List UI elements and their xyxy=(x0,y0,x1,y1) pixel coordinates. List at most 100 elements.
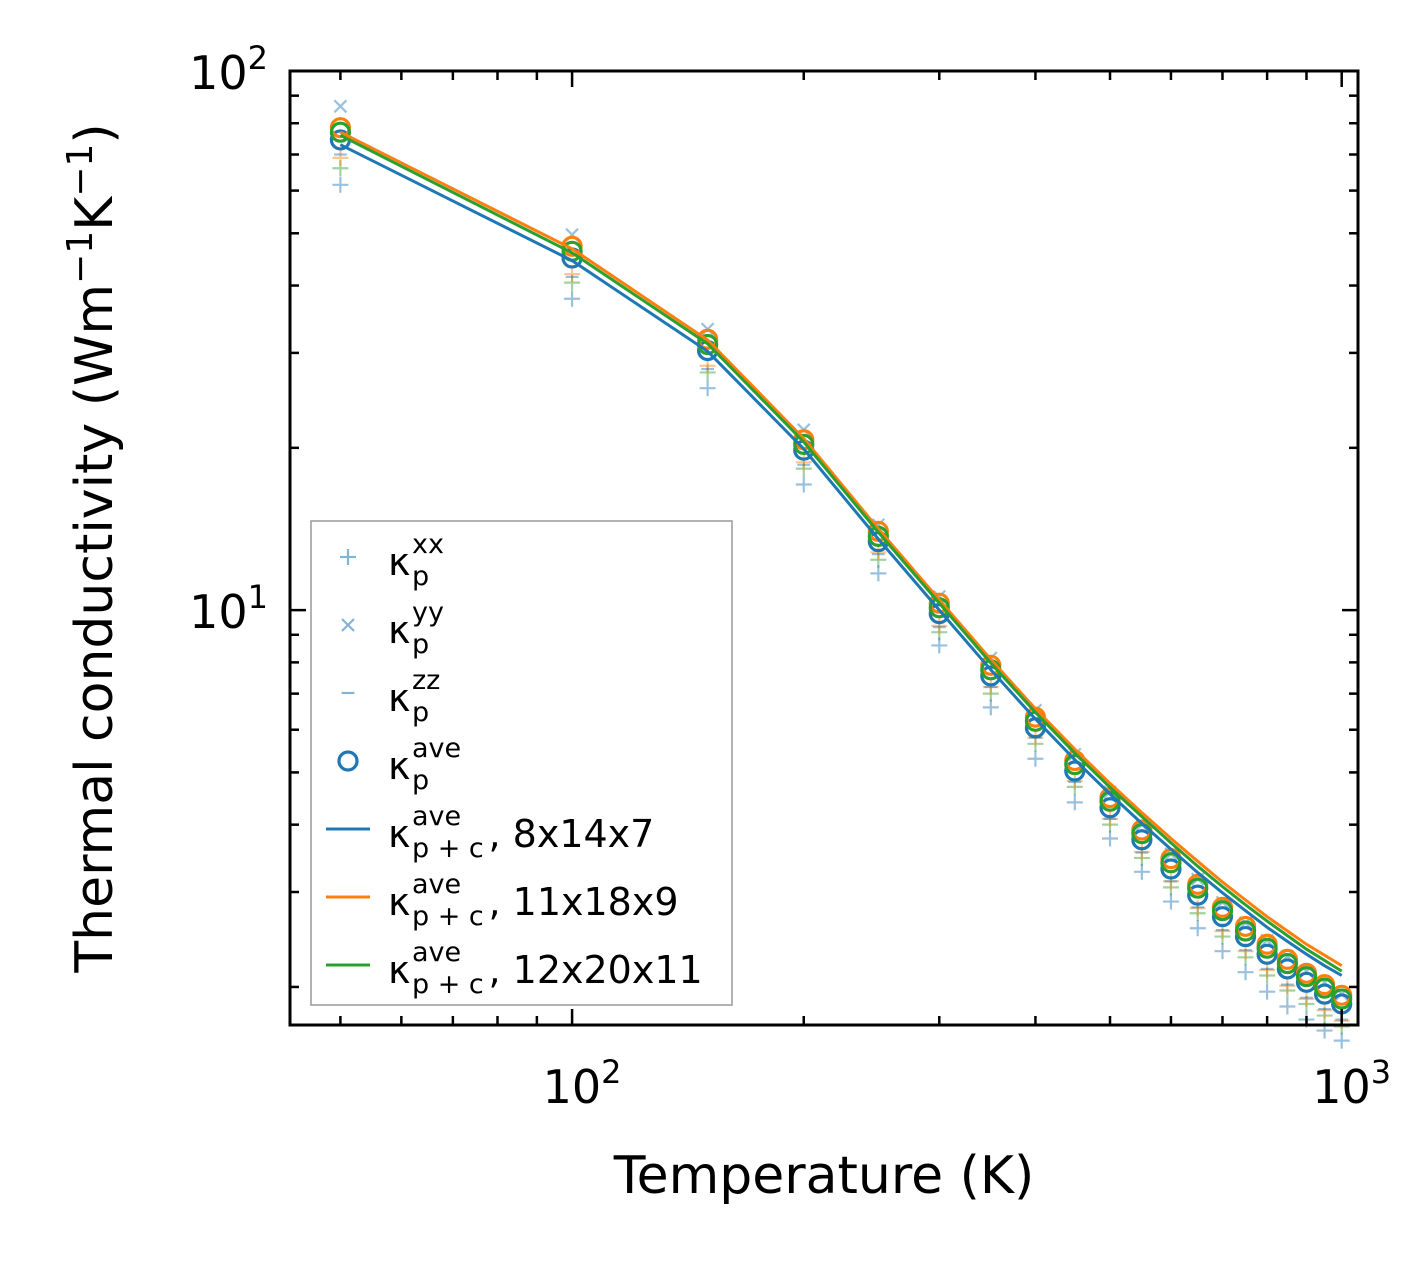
plot-frame xyxy=(288,69,1360,1027)
legend-entry-1: κ xxp xyxy=(340,529,444,592)
average-point xyxy=(329,121,352,143)
average-point xyxy=(1313,977,1336,999)
data-point xyxy=(931,617,948,634)
data-point xyxy=(982,679,999,696)
data-point xyxy=(332,149,349,166)
data-point xyxy=(795,476,812,493)
legend-superscript: xx xyxy=(412,529,444,560)
data-point xyxy=(1237,949,1254,966)
average-point xyxy=(1211,906,1234,928)
y-axis-label-close: ) xyxy=(65,123,125,143)
average-point xyxy=(1276,952,1298,975)
data-point xyxy=(931,637,948,654)
data-point xyxy=(332,160,349,177)
data-point xyxy=(1214,928,1231,945)
data-point xyxy=(1259,967,1276,984)
data-point xyxy=(1259,983,1276,1000)
legend-superscript: yy xyxy=(412,597,444,628)
data-point xyxy=(1066,794,1083,811)
legend-superscript: ave xyxy=(412,733,461,764)
y-axis-label-main: Thermal conductivity (Wm xyxy=(65,284,125,974)
line-series-1 xyxy=(339,143,1343,977)
average-series-3 xyxy=(329,121,1353,1010)
average-point xyxy=(1099,797,1121,819)
legend-symbol: κ xyxy=(388,812,410,856)
legend-suffix: , 11x18x9 xyxy=(489,880,679,924)
legend-entry-2: κ yyp xyxy=(341,597,444,660)
data-point xyxy=(982,699,999,716)
y-axis-label: Thermal conductivity (Wm−1K−1) xyxy=(60,123,125,973)
average-point xyxy=(1160,858,1182,880)
data-point xyxy=(1027,735,1044,752)
average-point xyxy=(1131,829,1153,851)
data-point xyxy=(795,454,812,471)
average-point xyxy=(1256,943,1278,965)
legend-subscript: p + c xyxy=(412,901,484,932)
y-tick-label: 101 xyxy=(189,578,268,639)
data-point xyxy=(1133,863,1150,880)
legend-superscript: ave xyxy=(412,937,461,968)
data-point xyxy=(1133,843,1150,860)
data-point xyxy=(1162,879,1179,896)
legend-symbol: κ xyxy=(388,608,410,652)
legend-symbol: κ xyxy=(388,676,410,720)
legend-symbol: κ xyxy=(388,880,410,924)
average-point xyxy=(980,665,1002,687)
data-point xyxy=(1316,1007,1333,1024)
data-point xyxy=(1189,905,1206,922)
x-axis-label: Temperature (K) xyxy=(613,1146,1035,1206)
data-point xyxy=(1316,1002,1333,1019)
marker-series-5 xyxy=(334,153,1349,1021)
data-point xyxy=(699,380,716,397)
y-axis-label-exp1: −1 xyxy=(60,231,101,284)
data-point xyxy=(564,266,581,283)
data-point xyxy=(699,364,716,381)
average-point xyxy=(1187,877,1209,899)
average-point xyxy=(1064,753,1086,776)
data-point xyxy=(870,565,887,582)
data-point xyxy=(1237,964,1254,981)
y-axis-label-unit: K xyxy=(65,195,125,231)
legend-subscript: p xyxy=(412,561,429,592)
data-point xyxy=(1279,998,1296,1015)
legend-subscript: p xyxy=(412,697,429,728)
legend-subscript: p + c xyxy=(412,969,484,1000)
legend-superscript: ave xyxy=(412,801,461,832)
legend-subscript: p + c xyxy=(412,833,484,864)
data-point xyxy=(1102,816,1119,833)
data-point xyxy=(1189,920,1206,937)
data-point xyxy=(564,290,581,307)
data-point xyxy=(1333,1032,1350,1049)
data-point xyxy=(1279,977,1296,994)
legend-superscript: ave xyxy=(412,869,461,900)
data-point xyxy=(1214,943,1231,960)
average-point xyxy=(1211,900,1234,922)
legend-suffix: , 12x20x11 xyxy=(489,948,703,992)
data-point xyxy=(1133,849,1150,866)
data-point xyxy=(870,551,887,568)
data-point xyxy=(982,685,999,702)
average-point xyxy=(1064,760,1086,782)
marker-series-1 xyxy=(332,160,1350,1035)
legend-entry-3: κ zzp xyxy=(341,665,440,728)
y-tick-label: 102 xyxy=(189,39,268,100)
line-series-3 xyxy=(339,133,1343,973)
average-point xyxy=(1160,852,1182,874)
legend-symbol: κ xyxy=(388,744,410,788)
average-point xyxy=(1256,937,1278,959)
data-point xyxy=(1162,873,1179,890)
data-point xyxy=(333,99,348,114)
axes: 102 103 101 102 xyxy=(189,39,1391,1114)
plot-area xyxy=(329,99,1353,1049)
average-point xyxy=(1331,988,1353,1010)
legend-symbol: κ xyxy=(388,948,410,992)
data-point xyxy=(1102,810,1119,827)
x-tick-label: 103 xyxy=(1312,1053,1391,1114)
data-point xyxy=(1027,750,1044,767)
legend-subscript: p xyxy=(412,629,429,660)
line-series-2 xyxy=(339,130,1343,967)
